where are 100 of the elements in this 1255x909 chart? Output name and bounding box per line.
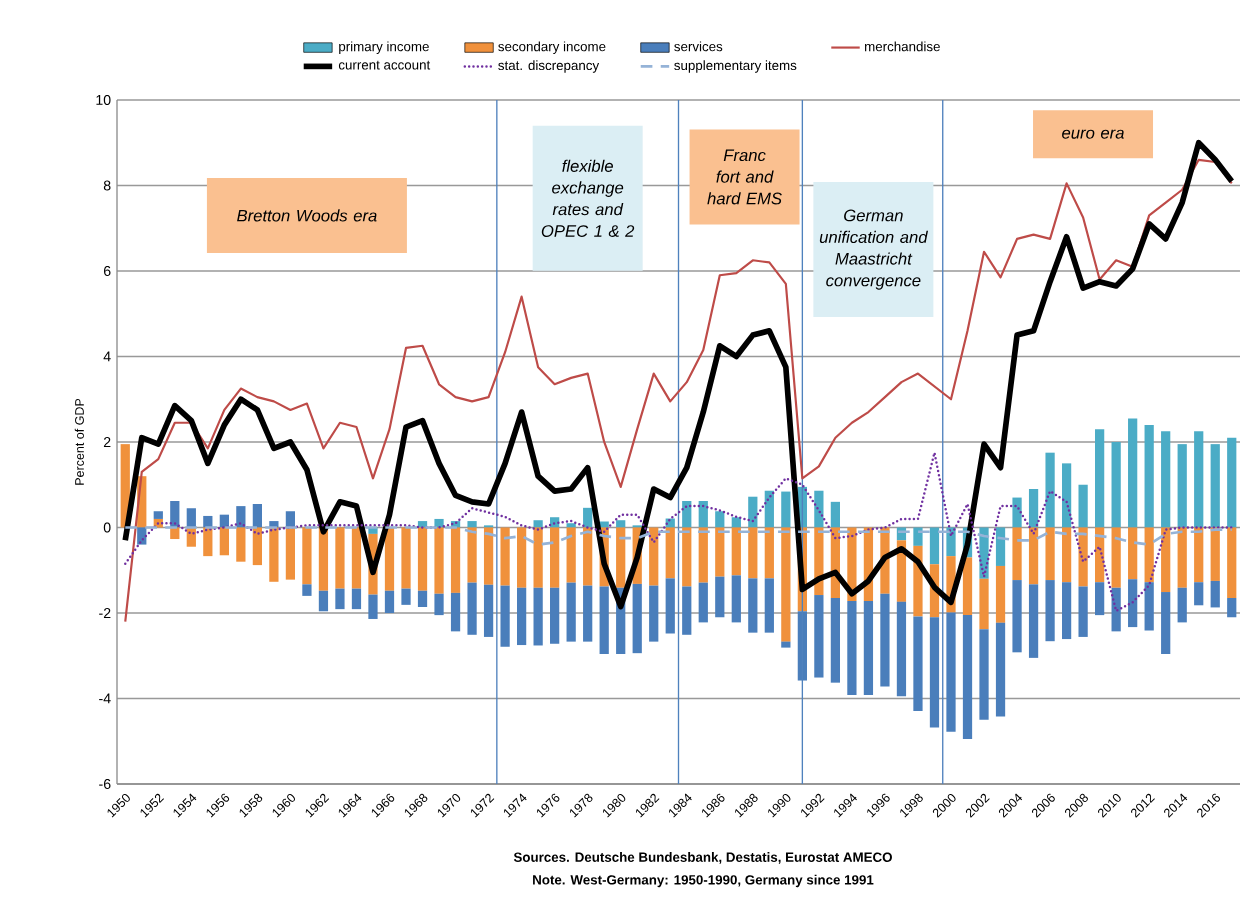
bar — [715, 576, 725, 618]
bar — [1144, 527, 1154, 583]
bar — [995, 622, 1006, 717]
annotation: Franc fort and hard EMS — [707, 149, 782, 205]
bar — [285, 527, 296, 580]
bar — [417, 527, 428, 591]
bar — [814, 490, 824, 528]
bar — [1194, 582, 1204, 606]
bar — [632, 525, 642, 528]
bar — [483, 527, 494, 585]
bar — [500, 527, 510, 586]
bar — [913, 527, 923, 546]
bar — [335, 527, 345, 589]
bar — [715, 527, 725, 577]
bar — [203, 527, 213, 557]
bar — [351, 527, 362, 589]
bar — [632, 583, 642, 654]
bar — [814, 595, 824, 678]
bar — [1161, 527, 1171, 593]
bar — [830, 501, 841, 528]
bar — [1194, 431, 1204, 528]
bar — [1177, 444, 1187, 528]
bar — [1012, 497, 1022, 528]
bar — [1144, 424, 1154, 528]
bar — [863, 601, 874, 696]
bar — [1161, 592, 1171, 655]
bar — [682, 586, 692, 635]
bar — [1078, 527, 1088, 587]
bar — [1210, 527, 1220, 581]
bar — [1028, 527, 1039, 585]
text: Note. West-Germany: 1950-1990, Germany since 1991 — [533, 874, 874, 888]
bar — [533, 527, 543, 588]
bar — [731, 527, 741, 576]
bar — [1194, 527, 1204, 583]
bar — [1111, 587, 1121, 632]
bar — [649, 527, 659, 586]
bar — [335, 588, 345, 610]
bar — [434, 527, 444, 594]
bar — [483, 525, 494, 528]
bar — [1177, 587, 1187, 623]
bar — [1028, 489, 1039, 528]
bar — [781, 491, 791, 528]
bar — [566, 582, 576, 642]
legend-label: secondary income — [498, 41, 606, 54]
y-tick-label: 4 — [103, 351, 111, 362]
bar — [417, 590, 428, 607]
bar — [995, 565, 1006, 623]
bar — [896, 601, 907, 697]
bar — [665, 578, 675, 634]
bar — [302, 527, 312, 585]
bar — [764, 527, 774, 579]
bar — [913, 616, 923, 711]
bar — [318, 590, 329, 612]
bar — [384, 527, 395, 591]
bar — [384, 590, 395, 613]
annotation: Bretton Woods era — [237, 209, 377, 222]
bar — [946, 612, 956, 732]
bar — [450, 592, 461, 632]
annotation: German unification and Maastricht convergence — [819, 209, 929, 290]
bar — [1061, 582, 1072, 640]
legend-label: services — [674, 41, 723, 52]
bar — [1078, 586, 1088, 637]
bar — [995, 527, 1006, 566]
bar — [649, 585, 659, 642]
bar — [500, 585, 510, 647]
y-tick-label: 8 — [103, 180, 111, 191]
bar — [533, 520, 543, 528]
bar — [269, 527, 279, 582]
bar — [467, 582, 477, 635]
bar — [236, 527, 246, 562]
bar — [1028, 584, 1039, 658]
bar — [583, 527, 593, 586]
bar — [731, 575, 741, 623]
bar — [979, 629, 989, 720]
bar — [1227, 598, 1237, 618]
bar — [583, 507, 593, 528]
annotation: euro era — [1062, 129, 1124, 139]
bar — [566, 527, 576, 583]
bar — [962, 615, 973, 740]
bar — [1227, 437, 1237, 528]
bar — [748, 527, 758, 579]
bar — [880, 593, 890, 687]
bar — [550, 587, 560, 644]
bar — [781, 641, 791, 648]
bar — [252, 527, 262, 566]
bar — [516, 587, 527, 646]
bar — [368, 594, 378, 619]
y-tick-label: -6 — [99, 778, 111, 789]
y-tick-label: 2 — [103, 437, 111, 447]
bar — [1111, 527, 1121, 588]
bar — [962, 557, 973, 616]
bar — [1045, 527, 1055, 581]
y-tick-label: -2 — [99, 608, 111, 618]
bar — [764, 578, 774, 633]
bar — [929, 617, 940, 728]
legend-label: current account — [338, 60, 431, 70]
bar — [979, 578, 989, 630]
bar — [1095, 582, 1105, 616]
bar — [153, 511, 163, 519]
bar — [599, 586, 609, 655]
